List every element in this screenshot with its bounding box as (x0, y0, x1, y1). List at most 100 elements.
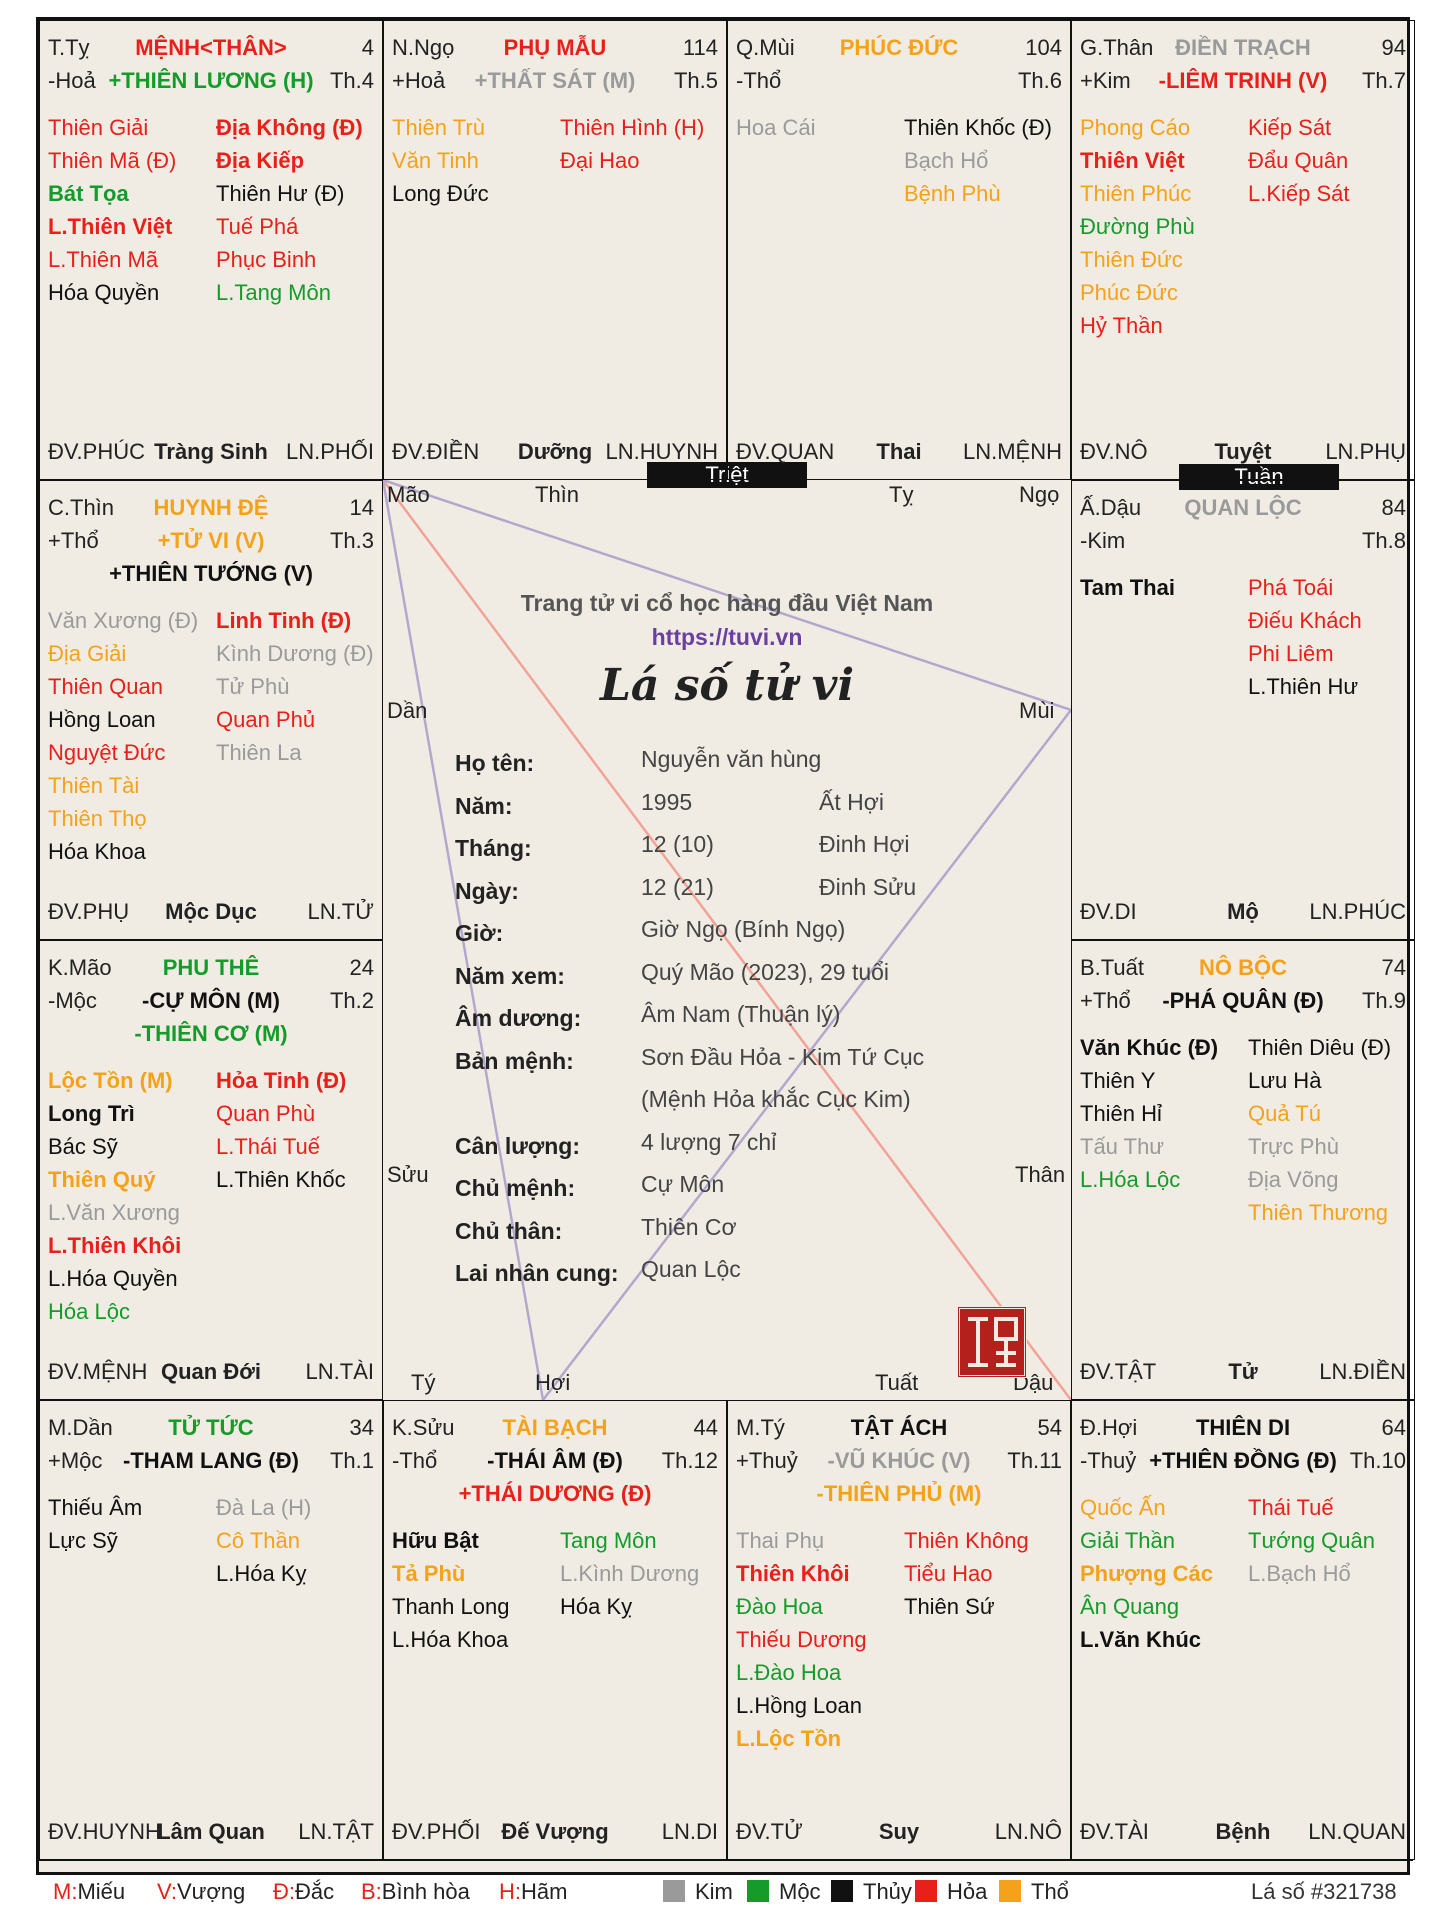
palace-stem: G.Thân (1080, 35, 1154, 60)
palace-tuat[interactable]: B.Tuất NÔ BỘC 74 +Thổ Th.9 -PHÁ QUÂN (Đ) Văn K… (1071, 940, 1415, 1400)
palace-name: HUYNH ĐỆ (153, 495, 269, 520)
major-star: -THÁI ÂM (Đ) (487, 1448, 623, 1473)
minor-star: L.Thiên Hư (1248, 674, 1359, 699)
palace-suu[interactable]: K.Sửu TÀI BẠCH 44 -Thổ Th.12 -THÁI ÂM (Đ) +THÁ… (383, 1400, 727, 1860)
palace-hoi[interactable]: Đ.Hợi THIÊN DI 64 -Thuỷ Th.10 +THIÊN ĐỒNG (Đ)… (1071, 1400, 1415, 1860)
palace-element: +Thuỷ (736, 1448, 798, 1473)
branch-suu: Sửu (387, 1162, 429, 1187)
element-item: Thổ (999, 1879, 1069, 1905)
palace-dau[interactable]: Ấ.Dậu QUAN LỘC 84 -Kim Th.8 Tam Thai Phá Toái Đ… (1071, 480, 1415, 940)
palace-cycle: Th.11 (1007, 1448, 1062, 1473)
minor-star: Văn Tinh (392, 148, 479, 173)
site-url[interactable]: https://tuvi.vn (651, 624, 803, 650)
minor-star: Văn Xương (Đ) (48, 608, 199, 633)
palace-stem: T.Tỵ (48, 35, 90, 60)
minor-star: Trực Phù (1248, 1134, 1339, 1159)
palace-ngo[interactable]: N.Ngọ PHỤ MẪU 114 +Hoả Th.5 +THẤT SÁT (M) Thiê… (383, 20, 727, 480)
minor-star: Đà La (H) (216, 1495, 312, 1520)
branch-dan: Dần (387, 698, 428, 723)
palace-ty[interactable]: T.Tỵ MỆNH<THÂN> 4 -Hoả Th.4 +THIÊN LƯƠNG (H) T… (39, 20, 383, 480)
palace-stem: N.Ngọ (392, 35, 455, 60)
info-label: Họ tên: (455, 750, 535, 776)
palace-thin[interactable]: C.Thìn HUYNH ĐỆ 14 +Thổ Th.3 +TỬ VI (V) +THIÊN… (39, 480, 383, 940)
info-value: Quan Lộc (641, 1256, 741, 1282)
palace-element: -Thuỷ (1080, 1448, 1137, 1473)
minor-star: Nguyệt Đức (48, 740, 166, 765)
minor-star: Văn Khúc (Đ) (1080, 1035, 1219, 1060)
palace-cycle: Th.3 (329, 528, 374, 553)
palace-stem: Ấ.Dậu (1080, 495, 1142, 520)
palace-mao[interactable]: K.Mão PHU THÊ 24 -Mộc Th.2 -CỰ MÔN (M) -THIÊN … (39, 940, 383, 1400)
center-panel: Mão Thìn Tỵ Ngọ Dần Mùi Sửu Thân Tý Hợi … (383, 480, 1071, 1400)
branch-ngo: Ngọ (1019, 482, 1060, 507)
minor-star: Phục Binh (216, 247, 317, 272)
major-star: -VŨ KHÚC (V) (827, 1448, 971, 1473)
minor-star: Phi Liêm (1248, 641, 1334, 666)
palace-name: PHÚC ĐỨC (839, 35, 959, 60)
palace-mui[interactable]: Q.Mùi PHÚC ĐỨC 104 -Thổ Th.6 Hoa Cái Thiên Khố… (727, 20, 1071, 480)
palace-element: +Kim (1080, 68, 1131, 93)
palace-element: -Mộc (48, 988, 97, 1013)
info-canchi: Đinh Hợi (819, 831, 910, 857)
element-item: Thủy (831, 1879, 912, 1905)
minor-star: Thái Tuế (1248, 1495, 1334, 1520)
palace-dv: ĐV.HUYNH (48, 1819, 161, 1844)
palace-dan[interactable]: M.Dần TỬ TỨC 34 +Mộc Th.1 -THAM LANG (Đ) Thiếu… (39, 1400, 383, 1860)
branch-ty2: Tý (411, 1370, 436, 1395)
minor-star: Thiếu Dương (736, 1627, 867, 1652)
chart-id: Lá số #321738 (1251, 1879, 1397, 1904)
minor-star: Thiên Khốc (Đ) (904, 115, 1052, 140)
palace-name: PHỤ MẪU (503, 35, 607, 60)
palace-number: 44 (693, 1415, 718, 1440)
major-star: -THIÊN PHỦ (M) (816, 1481, 982, 1506)
palace-than[interactable]: G.Thân ĐIỀN TRẠCH 94 +Kim Th.7 -LIÊM TRINH (V… (1071, 20, 1415, 480)
minor-star: Thiên Thương (1248, 1200, 1389, 1225)
info-label: Giờ: (455, 920, 504, 946)
abbrev-key: M: (53, 1879, 78, 1904)
minor-star: L.Văn Xương (48, 1200, 180, 1225)
seal-stamp (957, 1306, 1027, 1378)
info-canchi: Đinh Sửu (819, 873, 917, 900)
palace-number: 84 (1381, 495, 1406, 520)
minor-star: L.Bạch Hổ (1248, 1561, 1351, 1586)
minor-star: Thiên Mã (Đ) (48, 148, 177, 173)
palace-dv: ĐV.PHỐI (392, 1819, 481, 1844)
chart-title: Lá số tử vi (599, 660, 855, 711)
minor-star: L.Thái Tuế (216, 1134, 320, 1159)
major-star: +THIÊN ĐỒNG (Đ) (1149, 1448, 1337, 1473)
palace-stage: Quan Đới (161, 1359, 261, 1384)
palace-dv: ĐV.TỬ (736, 1819, 803, 1844)
palace-cycle: Th.4 (329, 68, 374, 93)
palace-ln: LN.TỬ (307, 899, 374, 924)
palace-tyy[interactable]: M.Tý TẬT ÁCH 54 +Thuỷ Th.11 -VŨ KHÚC (V) -THIÊ… (727, 1400, 1071, 1860)
branch-hoi: Hợi (535, 1370, 571, 1395)
palace-dv: ĐV.NÔ (1080, 439, 1148, 464)
palace-number: 14 (349, 495, 374, 520)
minor-star: Tấu Thư (1080, 1134, 1165, 1159)
minor-star: Địa Kiếp (216, 148, 305, 173)
palace-element: +Thổ (48, 528, 99, 553)
abbrev-key: V: (157, 1879, 177, 1904)
info-value: Sơn Đầu Hỏa - Kim Tứ Cục (641, 1043, 925, 1070)
abbrev-value: Vượng (176, 1879, 246, 1904)
major-star: +THÁI DƯƠNG (Đ) (458, 1481, 652, 1506)
palace-element: -Thổ (392, 1448, 438, 1473)
element-item: Kim (663, 1879, 733, 1905)
palace-element: -Thổ (736, 68, 782, 93)
minor-star: Tả Phù (392, 1561, 466, 1586)
palace-ln: LN.MỆNH (962, 439, 1062, 464)
major-star: +THẤT SÁT (M) (474, 68, 636, 93)
minor-star: Tam Thai (1080, 575, 1175, 600)
color-swatch (999, 1880, 1021, 1902)
minor-star: Thiên Trù (392, 115, 485, 140)
palace-stem: Đ.Hợi (1080, 1415, 1138, 1440)
minor-star: Quan Phù (216, 1101, 316, 1126)
minor-star: L.Kiếp Sát (1248, 181, 1350, 206)
minor-star: Hóa Khoa (48, 839, 146, 864)
palace-stage: Đế Vượng (501, 1819, 609, 1844)
palace-dv: ĐV.DI (1080, 899, 1137, 924)
branch-ty: Tỵ (889, 482, 914, 507)
palace-ln: LN.PHỐI (285, 439, 374, 464)
major-star: -CỰ MÔN (M) (142, 988, 280, 1013)
minor-star: Lưu Hà (1248, 1068, 1322, 1093)
